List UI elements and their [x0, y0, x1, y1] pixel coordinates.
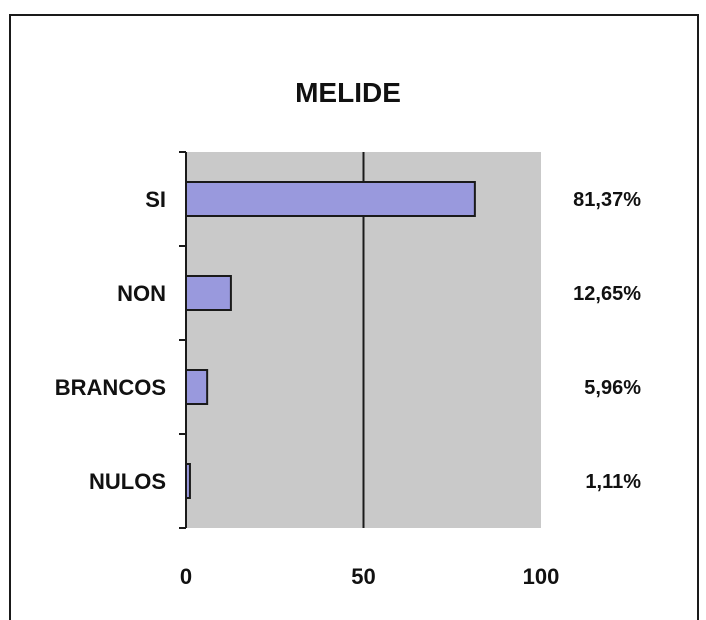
bar-brancos: [185, 369, 209, 405]
value-label: 5,96%: [584, 377, 641, 399]
x-tick-label: 100: [523, 564, 560, 589]
y-axis: [179, 151, 187, 529]
value-label: 1,11%: [585, 471, 641, 493]
category-label: BRANCOS: [55, 375, 166, 400]
bar-non: [185, 275, 232, 311]
x-tick-label: 0: [180, 564, 192, 589]
x-tick-label: 50: [351, 564, 375, 589]
category-labels: SI NON BRANCOS NULOS: [55, 187, 166, 494]
chart-title: MELIDE: [295, 77, 401, 108]
value-label: 12,65%: [573, 283, 641, 305]
category-label: NON: [117, 281, 166, 306]
chart-frame: [9, 14, 699, 620]
category-label: NULOS: [89, 469, 166, 494]
bar-chart: MELIDE SI NON BRANCOS NULOS 81,37% 12,65% 5,9…: [55, 77, 641, 589]
bar-si: [185, 181, 476, 217]
x-tick-labels: 0 50 100: [180, 564, 559, 589]
value-label: 81,37%: [573, 189, 641, 211]
category-label: SI: [145, 187, 166, 212]
value-labels: 81,37% 12,65% 5,96% 1,11%: [573, 189, 641, 493]
